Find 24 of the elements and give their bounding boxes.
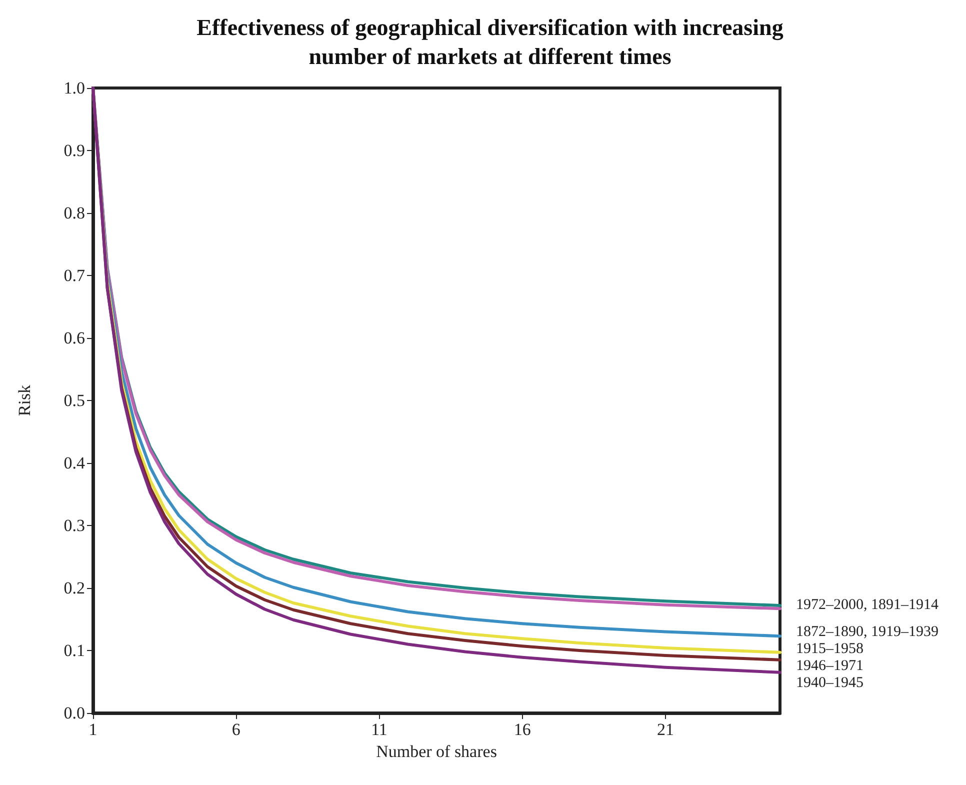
x-tick-label: 16 — [514, 720, 531, 739]
y-tick-label: 0.2 — [64, 578, 85, 598]
x-axis-title: Number of shares — [376, 742, 497, 761]
text: 1946–1971 — [796, 658, 864, 674]
y-tick-label: 0.1 — [64, 641, 85, 660]
y-tick-label: 0.5 — [64, 391, 85, 410]
y-tick-label: 0.8 — [64, 204, 85, 222]
y-tick-label: 0.4 — [64, 454, 86, 472]
y-tick-label: 0.7 — [64, 266, 86, 285]
y-axis-title: Risk — [15, 384, 34, 416]
text: 1940–1945 — [796, 675, 864, 691]
x-tick-label: 11 — [371, 720, 388, 739]
text: 1915–1958 — [796, 641, 864, 657]
y-tick-label: 0.3 — [64, 516, 85, 535]
y-tick-label: 0.0 — [64, 704, 85, 722]
x-tick-label: 6 — [232, 720, 240, 739]
chart-title: Effectiveness of geographical diversification with increasing number of markets at different times — [196, 15, 784, 69]
x-tick-label: 1 — [88, 720, 98, 739]
y-tick-label: 0.9 — [64, 141, 85, 160]
y-tick-label: 1.0 — [64, 78, 85, 98]
text: 1872–1890, 1919–1939 — [796, 624, 938, 640]
x-tick-label: 21 — [657, 720, 674, 739]
text: 1972–2000, 1891–1914 — [796, 597, 939, 613]
y-tick-label: 0.6 — [64, 328, 85, 348]
